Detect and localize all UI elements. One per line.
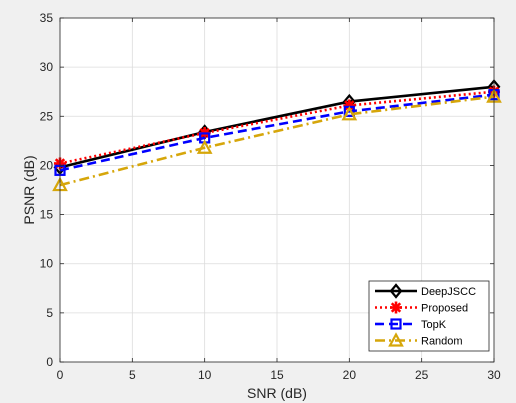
legend: DeepJSCC Proposed TopK Random — [368, 280, 490, 352]
x-axis-label: SNR (dB) — [247, 385, 307, 401]
x-tick-label: 25 — [415, 368, 429, 382]
y-tick-label: 30 — [40, 60, 54, 74]
legend-label-deepjscc: DeepJSCC — [421, 286, 476, 298]
x-tick-label: 5 — [129, 368, 136, 382]
series-line-topk — [59, 93, 495, 172]
data-point-random — [341, 106, 358, 121]
legend-label-topk: TopK — [421, 319, 447, 331]
x-tick-label: 10 — [198, 368, 212, 382]
legend-marker-deepjscc — [389, 283, 403, 299]
y-tick-label: 15 — [40, 208, 54, 222]
legend-marker-random — [388, 332, 404, 347]
x-tick-label: 30 — [487, 368, 501, 382]
legend-label-proposed: Proposed — [421, 303, 468, 315]
ticks: 0 5 10 15 20 25 30 0 5 10 15 20 25 30 35 — [40, 11, 501, 382]
y-axis-label: PSNR (dB) — [21, 155, 37, 224]
data-point-random — [196, 139, 213, 154]
legend-marker-proposed — [390, 301, 402, 314]
y-tick-label: 0 — [46, 355, 53, 369]
y-tick-label: 25 — [40, 109, 54, 123]
y-tick-label: 5 — [46, 306, 53, 320]
legend-label-random: Random — [421, 336, 463, 348]
x-tick-label: 20 — [343, 368, 357, 382]
series-line-deepjscc — [59, 85, 495, 169]
y-tick-label: 20 — [40, 158, 54, 172]
y-tick-label: 35 — [40, 11, 54, 25]
series-line-proposed — [59, 90, 495, 165]
data-point-proposed — [343, 99, 356, 112]
series-line-random — [59, 95, 495, 187]
y-tick-label: 10 — [40, 257, 54, 271]
legend-marker-topk — [390, 318, 402, 330]
x-tick-label: 15 — [270, 368, 284, 382]
x-tick-label: 0 — [57, 368, 64, 382]
